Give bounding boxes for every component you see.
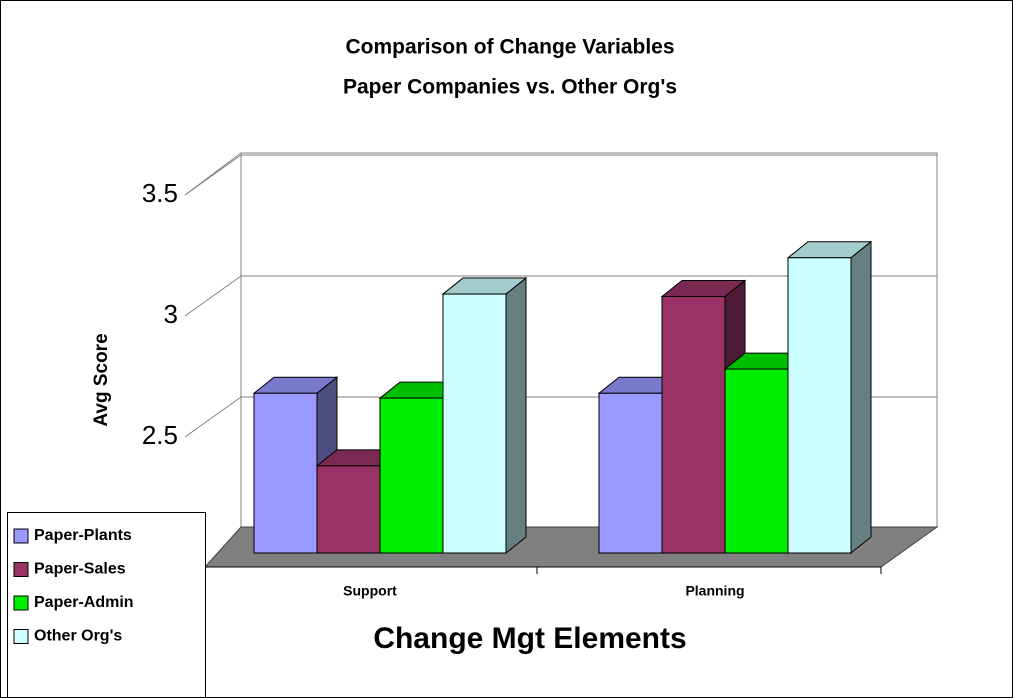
legend-label: Paper-Plants <box>34 527 132 544</box>
x-tick-label: Planning <box>685 583 744 599</box>
bar <box>379 397 444 554</box>
grid-line <box>184 154 242 196</box>
bar-side <box>505 277 527 555</box>
y-tick-label: 3 <box>164 299 178 329</box>
bar <box>724 368 789 554</box>
chart-title: Paper Companies vs. Other Org's <box>343 76 677 99</box>
legend-label: Paper-Sales <box>34 561 126 578</box>
x-axis-label: Change Mgt Elements <box>373 622 686 655</box>
bar <box>598 392 663 554</box>
y-axis-label: Avg Score <box>91 333 112 426</box>
bar <box>253 392 318 554</box>
y-tick-label: 3.5 <box>142 178 178 208</box>
x-tick-label: Support <box>343 583 397 599</box>
bar <box>442 293 507 554</box>
bar <box>316 465 381 554</box>
bar-side <box>850 240 872 555</box>
legend-label: Other Org's <box>34 628 122 645</box>
legend-swatch <box>13 629 29 644</box>
grid-line <box>184 396 242 438</box>
bar <box>787 257 852 554</box>
legend-swatch <box>13 528 29 544</box>
legend-swatch <box>13 595 29 611</box>
bar <box>661 295 726 554</box>
legend-box <box>7 512 206 698</box>
grid-line <box>184 275 242 317</box>
legend-swatch <box>13 562 29 577</box>
legend-label: Paper-Admin <box>34 594 134 611</box>
chart-title: Comparison of Change Variables <box>345 36 674 59</box>
legend: Paper-Plants Paper-Sales Paper-Admin Other … <box>7 512 206 698</box>
y-tick-label: 2.5 <box>142 420 178 450</box>
